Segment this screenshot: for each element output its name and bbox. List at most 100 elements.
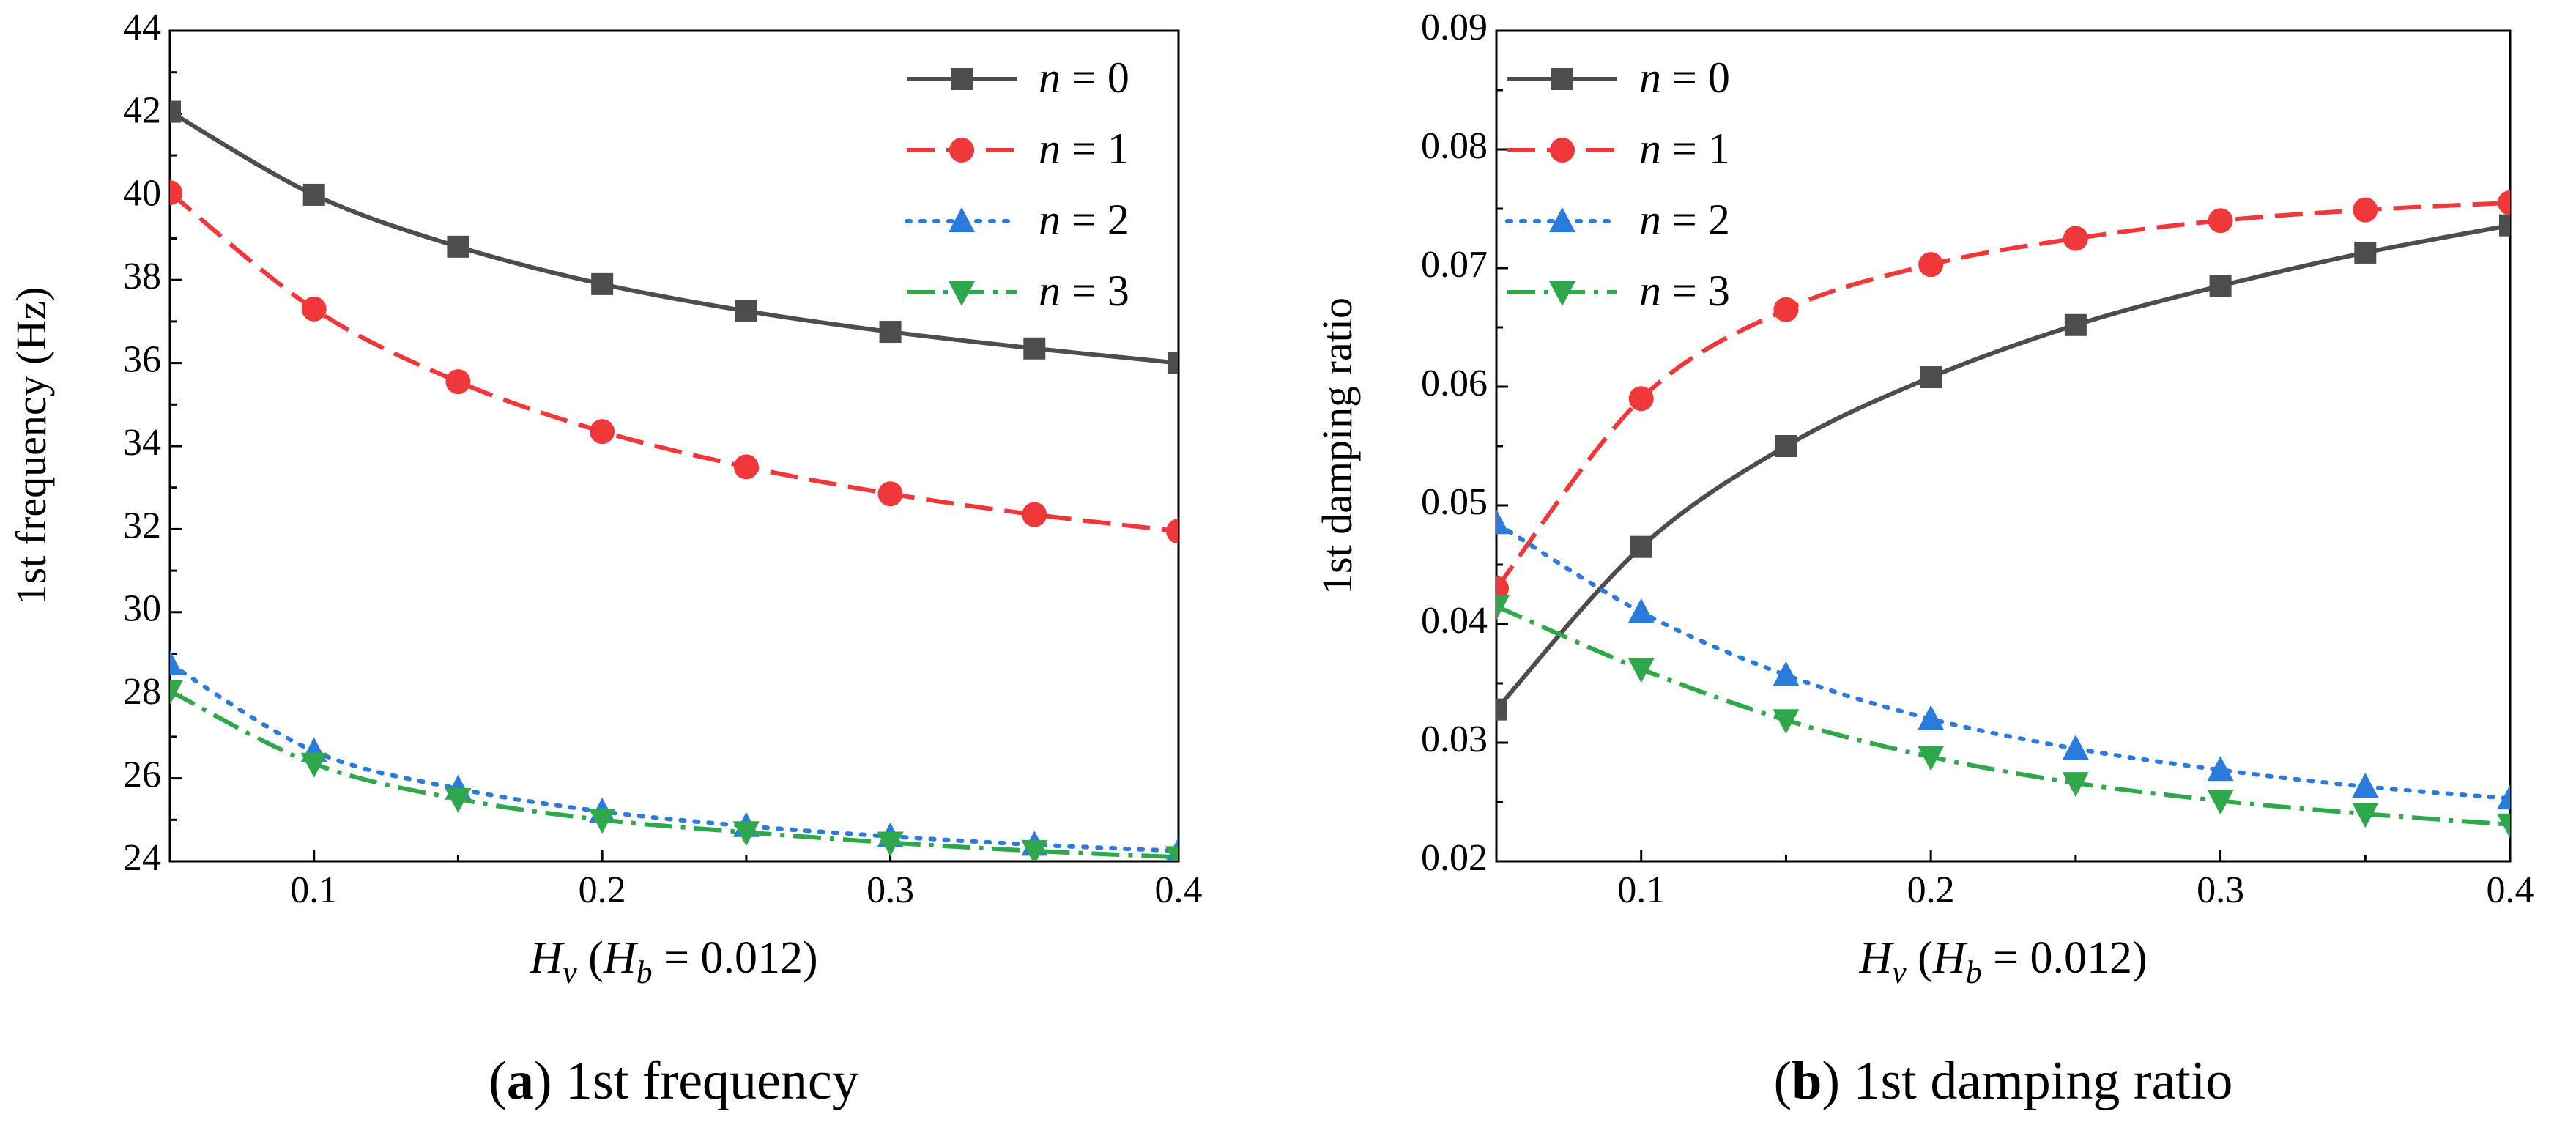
y-axis-label-a: 1st frequency (Hz)	[7, 287, 55, 606]
y-tick-label-b: 0.06	[1421, 363, 1488, 404]
data-point-a-n1-4	[733, 454, 759, 480]
x-axis-label-a: Hv (Hb = 0.012)	[529, 933, 817, 990]
x-tick-label-b: 0.4	[2487, 869, 2534, 911]
y-tick-label-a: 38	[123, 256, 161, 297]
plot-frame-a	[168, 29, 1180, 863]
series-line-a-n1	[170, 190, 1178, 534]
data-point-a-n0-3	[591, 272, 614, 295]
data-point-b-n3-0	[1496, 595, 1510, 620]
data-point-b-n2-4	[2062, 735, 2089, 760]
data-point-b-n0-6	[2354, 241, 2377, 264]
data-point-b-n1-7	[2498, 190, 2510, 215]
data-point-a-n2-0	[170, 650, 183, 675]
data-point-a-n0-0	[170, 100, 181, 123]
legend-marker-b-n2	[1549, 207, 1575, 232]
legend-label-a-n0: n = 0	[1039, 53, 1129, 102]
data-point-b-n0-4	[2064, 313, 2087, 336]
panel-a: 24 26 28 30 32 34 36 38 40 42 44 0.1 0.2 0.3 0.4 1st fr…	[7, 7, 1203, 1111]
y-tick-label-b: 0.09	[1421, 7, 1488, 48]
legend-marker-a-n0	[951, 68, 973, 90]
data-point-a-n3-6	[1021, 839, 1048, 861]
data-point-b-n2-3	[1918, 705, 1945, 730]
y-tick-label-a: 24	[123, 837, 161, 879]
y-tick-label-a: 30	[123, 588, 161, 630]
data-point-b-n2-7	[2497, 784, 2510, 810]
legend-label-a-n1: n = 1	[1039, 125, 1129, 173]
plot-area-a	[170, 100, 1178, 861]
y-tick-label-a: 26	[123, 754, 161, 796]
data-point-b-n1-5	[2208, 208, 2233, 234]
data-point-b-n3-1	[1627, 658, 1655, 683]
data-point-a-n1-2	[445, 369, 471, 395]
data-point-b-n0-1	[1630, 535, 1652, 558]
legend-label-a-n2: n = 2	[1039, 196, 1129, 244]
y-tick-label-a: 28	[123, 671, 161, 713]
legend-marker-b-n0	[1551, 68, 1573, 90]
legend-label-b-n3: n = 3	[1639, 267, 1730, 315]
data-point-a-n1-7	[1166, 519, 1178, 544]
data-point-a-n0-6	[1023, 337, 1046, 360]
data-point-b-n2-0	[1496, 509, 1510, 535]
panel-b: 0.02 0.03 0.04 0.05 0.06 0.07 0.08 0.09 0.1 0.2 0.…	[1313, 7, 2534, 1111]
data-point-a-n3-1	[300, 752, 327, 778]
y-tick-label-b: 0.08	[1421, 125, 1488, 167]
y-tick-label-b: 0.07	[1421, 244, 1488, 286]
series-line-b-n3	[1496, 604, 2510, 827]
data-point-a-n3-2	[445, 787, 472, 813]
series-line-a-n0	[170, 109, 1178, 365]
series-line-a-n3	[170, 688, 1178, 860]
y-tick-label-a: 44	[123, 7, 161, 48]
x-tick-label-b: 0.1	[1617, 869, 1665, 911]
data-point-a-n1-0	[170, 180, 182, 206]
data-point-b-n2-2	[1773, 661, 1800, 686]
data-point-a-n0-1	[302, 183, 325, 206]
data-point-b-n0-5	[2209, 275, 2232, 297]
data-point-b-n3-2	[1773, 709, 1800, 735]
y-tick-label-b: 0.04	[1421, 600, 1488, 642]
data-point-a-n0-7	[1168, 352, 1178, 374]
data-point-a-n1-3	[590, 419, 615, 445]
x-tick-label-b: 0.3	[2197, 869, 2244, 911]
data-point-b-n2-6	[2352, 772, 2379, 798]
data-point-a-n0-5	[879, 321, 902, 344]
x-tick-label-a: 0.4	[1155, 869, 1203, 911]
x-tick-label-a: 0.3	[866, 869, 914, 911]
y-tick-label-a: 34	[123, 422, 161, 464]
data-point-a-n0-2	[447, 235, 469, 258]
legend-label-b-n1: n = 1	[1639, 125, 1730, 173]
data-point-b-n3-3	[1918, 746, 1945, 771]
data-point-b-n2-5	[2207, 756, 2234, 782]
x-axis-label-b: Hv (Hb = 0.012)	[1858, 933, 2147, 990]
y-tick-label-b: 0.05	[1421, 481, 1488, 523]
data-point-a-n1-5	[877, 481, 903, 507]
data-point-a-n3-3	[589, 809, 616, 834]
y-tick-label-b: 0.03	[1421, 719, 1488, 760]
data-point-b-n0-2	[1775, 435, 1797, 457]
legend-marker-b-n1	[1550, 138, 1575, 163]
data-point-a-n3-4	[732, 821, 760, 847]
data-point-b-n1-2	[1773, 297, 1799, 322]
data-point-b-n1-6	[2353, 197, 2378, 223]
y-tick-label-b: 0.02	[1421, 837, 1488, 879]
y-tick-label-a: 42	[123, 89, 161, 131]
data-point-b-n1-0	[1496, 576, 1509, 601]
data-point-b-n1-3	[1918, 252, 1944, 278]
caption-b: (b) 1st damping ratio	[1774, 1051, 2233, 1111]
x-tick-label-a: 0.1	[290, 869, 338, 911]
data-point-b-n0-7	[2499, 214, 2510, 237]
x-tick-label-a: 0.2	[579, 869, 626, 911]
legend-marker-b-n3	[1549, 281, 1575, 306]
y-tick-label-a: 40	[123, 173, 161, 215]
data-point-b-n3-6	[2352, 803, 2379, 828]
legend-label-b-n0: n = 0	[1639, 53, 1730, 102]
caption-a: (a) 1st frequency	[489, 1051, 858, 1111]
legend-marker-a-n1	[949, 138, 974, 163]
plot-area-b	[1496, 190, 2510, 839]
x-tick-label-b: 0.2	[1907, 869, 1955, 911]
data-point-a-n1-6	[1022, 502, 1047, 527]
data-point-b-n0-0	[1496, 698, 1507, 721]
data-point-b-n1-4	[2063, 226, 2088, 251]
legend-a: n = 0 n = 1 n = 2 n = 3	[905, 53, 1129, 315]
